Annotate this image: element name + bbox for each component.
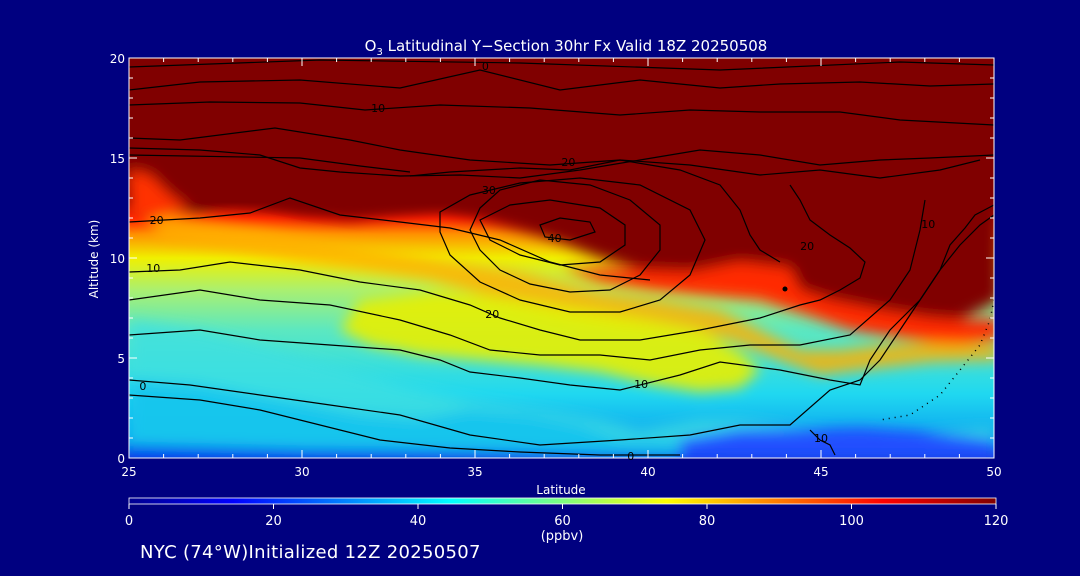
y-axis: 0 5 10 15 20: [110, 52, 994, 466]
colorbar-tick-label: 60: [554, 514, 571, 529]
contour-marker: [782, 286, 788, 292]
contour-label: 20: [561, 156, 575, 169]
footer-caption: NYC (74°W)Initialized 12Z 20250507: [140, 542, 481, 563]
colorbar: [129, 498, 996, 504]
colorbar-tick-label: 120: [984, 514, 1009, 529]
y-tick-label: 0: [117, 452, 125, 466]
contour-label: 20: [485, 308, 499, 321]
contour-label: 0: [627, 450, 634, 463]
y-tick-label: 10: [110, 252, 125, 266]
contour-label: 30: [482, 184, 496, 197]
contour-label: 10: [146, 262, 160, 275]
contour-label: 10: [921, 218, 935, 231]
contour-lines: [129, 59, 994, 456]
x-tick-label: 35: [467, 465, 482, 479]
contour-label: 10: [371, 102, 385, 115]
x-tick-label: 45: [813, 465, 828, 479]
contour-label: 20: [800, 240, 814, 253]
chart-title: O3 Latitudinal Y−Section 30hr Fx Valid 1…: [365, 37, 768, 58]
contour-label: 10: [814, 432, 828, 445]
y-axis-label: Altitude (km): [87, 220, 101, 299]
ozone-field: [129, 58, 994, 458]
y-tick-label: 5: [117, 352, 125, 366]
contour-label: 0: [139, 380, 146, 393]
contour-label: 0: [482, 60, 489, 73]
contour-label: 40: [548, 232, 562, 245]
y-tick-label: 20: [110, 52, 125, 66]
title-rest: Latitudinal Y−Section 30hr Fx Valid 18Z …: [383, 37, 768, 55]
y-tick-label: 15: [110, 152, 125, 166]
contour-labels: 0 10 20 30 40 20 10 20 20 10 10 0 0 10: [139, 60, 935, 463]
colorbar-ticks: 0 20 40 60 80 100 120: [125, 504, 1009, 529]
title-prefix: O: [365, 37, 377, 55]
colorbar-tick-label: 0: [125, 514, 133, 529]
x-tick-label: 50: [986, 465, 1001, 479]
x-tick-label: 40: [640, 465, 655, 479]
x-axis-label: Latitude: [536, 483, 585, 497]
contour-label: 20: [150, 214, 164, 227]
colorbar-tick-label: 20: [265, 514, 282, 529]
x-tick-label: 30: [294, 465, 309, 479]
x-tick-label: 25: [121, 465, 136, 479]
colorbar-tick-label: 40: [410, 514, 427, 529]
colorbar-tick-label: 100: [839, 514, 864, 529]
colorbar-unit: (ppbv): [541, 529, 584, 544]
x-axis: 25 30 35 40 45 50: [121, 58, 1002, 479]
contour-label: 10: [634, 378, 648, 391]
colorbar-tick-label: 80: [699, 514, 716, 529]
title-subscript: 3: [376, 47, 382, 58]
